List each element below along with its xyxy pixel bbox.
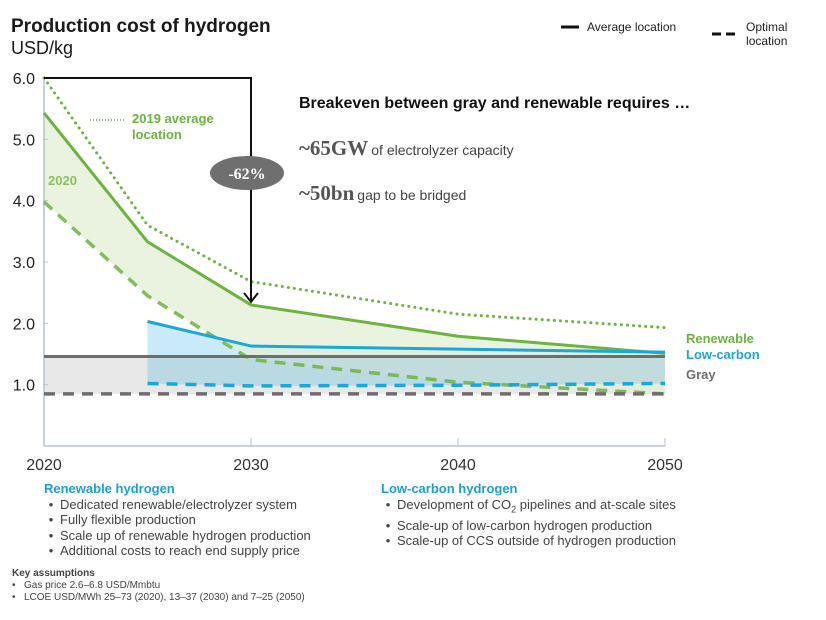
series-line-renewable-average-location <box>42 112 666 355</box>
y-tick-label: 5.0 <box>13 132 35 149</box>
y-tick-label: 6.0 <box>13 71 35 88</box>
legend-optimal: Optimal location <box>712 20 826 48</box>
series-line-renewable-optimal-location <box>42 200 666 396</box>
stat-gap-value: ~50bn <box>299 181 355 205</box>
low-carbon-bullet: Scale-up of low-carbon hydrogen producti… <box>381 518 676 534</box>
x-tick-label: 2040 <box>440 457 476 474</box>
overlap-area <box>147 356 665 386</box>
y-tick-label: 2.0 <box>13 316 35 333</box>
legend-average: Average location <box>561 20 676 34</box>
renewable-bullet: Dedicated renewable/electrolyzer system <box>44 497 311 513</box>
legend-optimal-label: Optimal location <box>746 20 788 48</box>
series-line-low-carbon-average-location <box>147 320 666 354</box>
cost-chart: 1.0 2.0 3.0 4.0 5.0 6.0 2020 2030 2040 2050 -62% <box>13 71 683 474</box>
low-carbon-bullet: Development of CO2 pipelines and at-scal… <box>381 497 676 518</box>
reduction-badge <box>210 156 284 190</box>
renewable-bullet: Additional costs to reach end supply pri… <box>44 543 311 559</box>
label-2020: 2020 <box>48 173 77 188</box>
series-label-low-carbon: Low-carbon <box>686 347 760 362</box>
stat-electrolyzer-text: of electrolyzer capacity <box>371 142 514 158</box>
subscript: 2 <box>511 504 517 515</box>
stat-electrolyzer: ~65GW of electrolyzer capacity <box>299 136 514 161</box>
breakeven-heading: Breakeven between gray and renewable req… <box>299 95 691 112</box>
reduction-arrow-line <box>44 77 252 301</box>
renewable-hydrogen-title: Renewable hydrogen <box>44 481 175 496</box>
label-2019-line2: location <box>132 127 182 142</box>
legend-average-label: Average location <box>587 20 677 34</box>
y-axis-unit: USD/kg <box>11 38 74 58</box>
stat-gap-text: gap to be bridged <box>357 187 467 203</box>
key-assumptions: Key assumptions Gas price 2.6–6.8 USD/Mm… <box>12 568 305 604</box>
series-label-gray: Gray <box>686 367 716 382</box>
assumption-item: Gas price 2.6–6.8 USD/Mmbtu <box>12 580 305 592</box>
dashed-line-icon <box>712 32 739 36</box>
low-carbon-bullet: Scale-up of CCS outside of hydrogen prod… <box>381 533 676 549</box>
assumption-item: LCOE USD/MWh 25–73 (2020), 13–37 (2030) … <box>12 592 305 604</box>
renewable-hydrogen-section: Renewable hydrogen Dedicated renewable/e… <box>44 481 311 559</box>
renewable-bullet: Scale up of renewable hydrogen productio… <box>44 528 311 544</box>
reduction-badge-label: -62% <box>228 166 265 183</box>
bullet-text: Development of CO <box>397 496 512 512</box>
label-2019-average: 2019 average location <box>132 111 214 143</box>
chart-title: Production cost of hydrogen <box>11 16 271 37</box>
series-label-renewable: Renewable <box>686 331 754 346</box>
stat-gap: ~50bn gap to be bridged <box>299 181 466 206</box>
y-tick-label: 3.0 <box>13 255 35 272</box>
stat-electrolyzer-value: ~65GW <box>299 136 369 160</box>
renewable-bullet: Fully flexible production <box>44 512 311 528</box>
bullet-text: pipelines and at-scale sites <box>516 496 676 512</box>
x-tick-label: 2030 <box>233 457 269 474</box>
renewable-range-area <box>44 112 665 394</box>
x-tick-label: 2020 <box>26 457 62 474</box>
key-assumptions-title: Key assumptions <box>12 568 95 579</box>
low-carbon-hydrogen-section: Low-carbon hydrogen Development of CO2 p… <box>381 481 676 549</box>
y-tick-label: 4.0 <box>13 194 35 211</box>
label-2019-line1: 2019 average <box>132 111 214 126</box>
solid-line-icon <box>561 25 579 29</box>
low-carbon-hydrogen-title: Low-carbon hydrogen <box>381 481 518 496</box>
arrow-head-icon <box>243 292 259 304</box>
x-tick-label: 2050 <box>647 457 683 474</box>
y-tick-label: 1.0 <box>13 378 35 395</box>
